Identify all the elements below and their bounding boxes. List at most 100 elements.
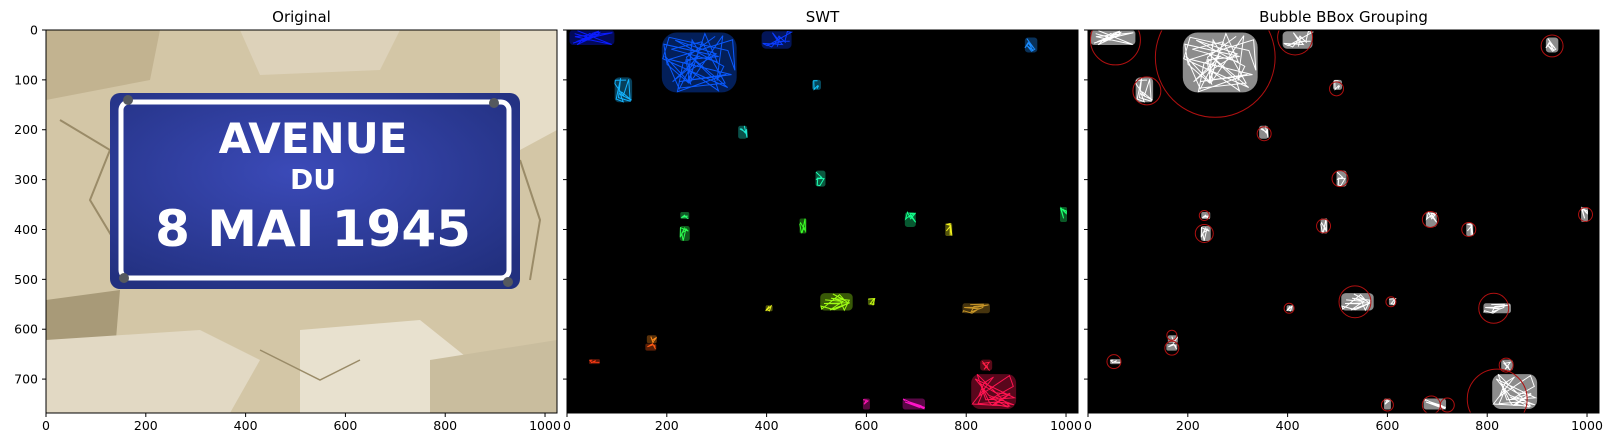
- wall-shade: [46, 30, 160, 100]
- y-tick-label: 100: [14, 72, 38, 87]
- x-tick-label: 600: [854, 418, 878, 433]
- glyph-blob-stroke: [1545, 38, 1557, 52]
- glyph-blob-stroke: [1466, 222, 1474, 236]
- swt-component: [761, 31, 794, 49]
- sign-line-1: AVENUE: [219, 114, 408, 163]
- bubble-circle: [1090, 30, 1141, 66]
- bubble-circle: [1466, 368, 1528, 413]
- glyph-blob-stroke: [1336, 171, 1346, 187]
- swt-component-stroke: [981, 360, 991, 371]
- wall-crack: [519, 159, 542, 281]
- swt-component-stroke: [1024, 38, 1036, 52]
- swt-component-stroke: [813, 80, 820, 91]
- glyph-blob: [1333, 79, 1343, 91]
- x-tick-label: 800: [954, 418, 978, 433]
- x-tick-label: 600: [333, 418, 357, 433]
- axis-ticks-original: 0 200 400 600 800 1000 0 100 200 300 400 500 600 700: [14, 23, 561, 434]
- swt-component-stroke: [820, 293, 851, 312]
- x-tick-label: 1000: [529, 418, 561, 433]
- bubble-circle: [1277, 30, 1314, 56]
- swt-component-stroke: [902, 398, 926, 410]
- glyph-blob: [1492, 373, 1538, 410]
- glyph-blob-stroke: [1502, 360, 1512, 371]
- swt-component-stroke: [868, 298, 876, 306]
- panel-title-original: Original: [272, 8, 331, 26]
- x-tick-label: 0: [563, 418, 571, 433]
- glyph-blob: [1182, 32, 1258, 93]
- swt-component: [645, 343, 657, 351]
- glyph-blob-stroke: [1110, 359, 1121, 364]
- swt-component: [738, 125, 748, 139]
- swt-component-fill: [820, 293, 853, 311]
- sign-screw: [119, 273, 129, 283]
- y-tick-label: 600: [14, 322, 38, 337]
- x-tick-label: 800: [1475, 418, 1499, 433]
- x-tick-label: 400: [1276, 418, 1300, 433]
- swt-component: [680, 212, 690, 220]
- swt-component: [1059, 206, 1068, 222]
- swt-component: [971, 373, 1017, 410]
- swt-component-stroke: [614, 78, 632, 103]
- glyph-blob-stroke: [1423, 398, 1447, 410]
- panel-swt: SWT 0 200 400 600 800 1000: [563, 8, 1082, 433]
- swt-component: [945, 222, 953, 236]
- y-tick-label: 0: [30, 23, 38, 38]
- glyph-blob: [1336, 170, 1347, 187]
- swt-component-stroke: [650, 336, 657, 344]
- swt-component: [820, 293, 853, 312]
- swt-component: [646, 335, 657, 344]
- swt-component-stroke: [679, 226, 689, 241]
- bubble-circle: [1461, 221, 1477, 237]
- glyph-blob: [1501, 359, 1514, 371]
- original-photo: AVENUE DU 8 MAI 1945: [46, 30, 557, 413]
- swt-components: [569, 30, 1068, 410]
- bubble-circle: [1578, 207, 1594, 223]
- bubble-circle: [1338, 285, 1372, 319]
- bubble-circle: [1154, 30, 1276, 118]
- glyph-blob: [1483, 303, 1511, 314]
- glyph-blob: [1466, 222, 1474, 236]
- glyph-blob-stroke: [1093, 30, 1134, 46]
- glyph-blob: [1282, 31, 1315, 49]
- sign-border: [118, 99, 512, 281]
- wall-shade: [46, 330, 260, 413]
- swt-component: [862, 398, 870, 410]
- bubble-circle: [1132, 76, 1162, 106]
- bubble-circle: [1164, 340, 1180, 356]
- y-tick-label: 400: [14, 222, 38, 237]
- axes-frame: [45, 29, 558, 414]
- bubble-groups: [1090, 30, 1594, 413]
- swt-component-stroke: [647, 343, 656, 350]
- swt-component-stroke: [962, 303, 989, 314]
- glyph-blob: [1425, 211, 1438, 227]
- wall-shade: [240, 30, 400, 75]
- swt-component: [1024, 37, 1038, 53]
- swt-component-fill: [980, 359, 993, 371]
- glyph-blob: [1341, 293, 1374, 312]
- axes-frame: [566, 29, 1079, 414]
- swt-component: [588, 359, 600, 365]
- swt-component-stroke: [739, 125, 748, 138]
- glyph-blob-stroke: [1168, 343, 1177, 350]
- glyph-blob-stroke: [1492, 373, 1538, 408]
- swt-component-stroke: [572, 30, 613, 46]
- sign-plate: [110, 93, 520, 289]
- swt-component-stroke: [815, 171, 825, 187]
- glyph-blob-stroke: [1283, 31, 1315, 48]
- bubble-circle: [1329, 81, 1344, 97]
- swt-component: [614, 77, 633, 103]
- swt-component-stroke: [799, 218, 806, 234]
- glyph-blob: [1545, 37, 1559, 53]
- bubble-circle: [1380, 398, 1394, 412]
- glyph-blob: [1090, 30, 1136, 46]
- x-tick-label: 400: [234, 418, 258, 433]
- glyph-blob-stroke: [1202, 214, 1210, 220]
- wall-shade: [430, 340, 557, 413]
- wall-crack: [259, 349, 361, 381]
- x-tick-label: 200: [1176, 418, 1200, 433]
- swt-component-stroke: [904, 211, 917, 223]
- y-tick-label: 500: [14, 272, 38, 287]
- sign-line-3: 8 MAI 1945: [155, 200, 471, 258]
- glyph-blob: [1383, 398, 1391, 410]
- x-tick-label: 400: [755, 418, 779, 433]
